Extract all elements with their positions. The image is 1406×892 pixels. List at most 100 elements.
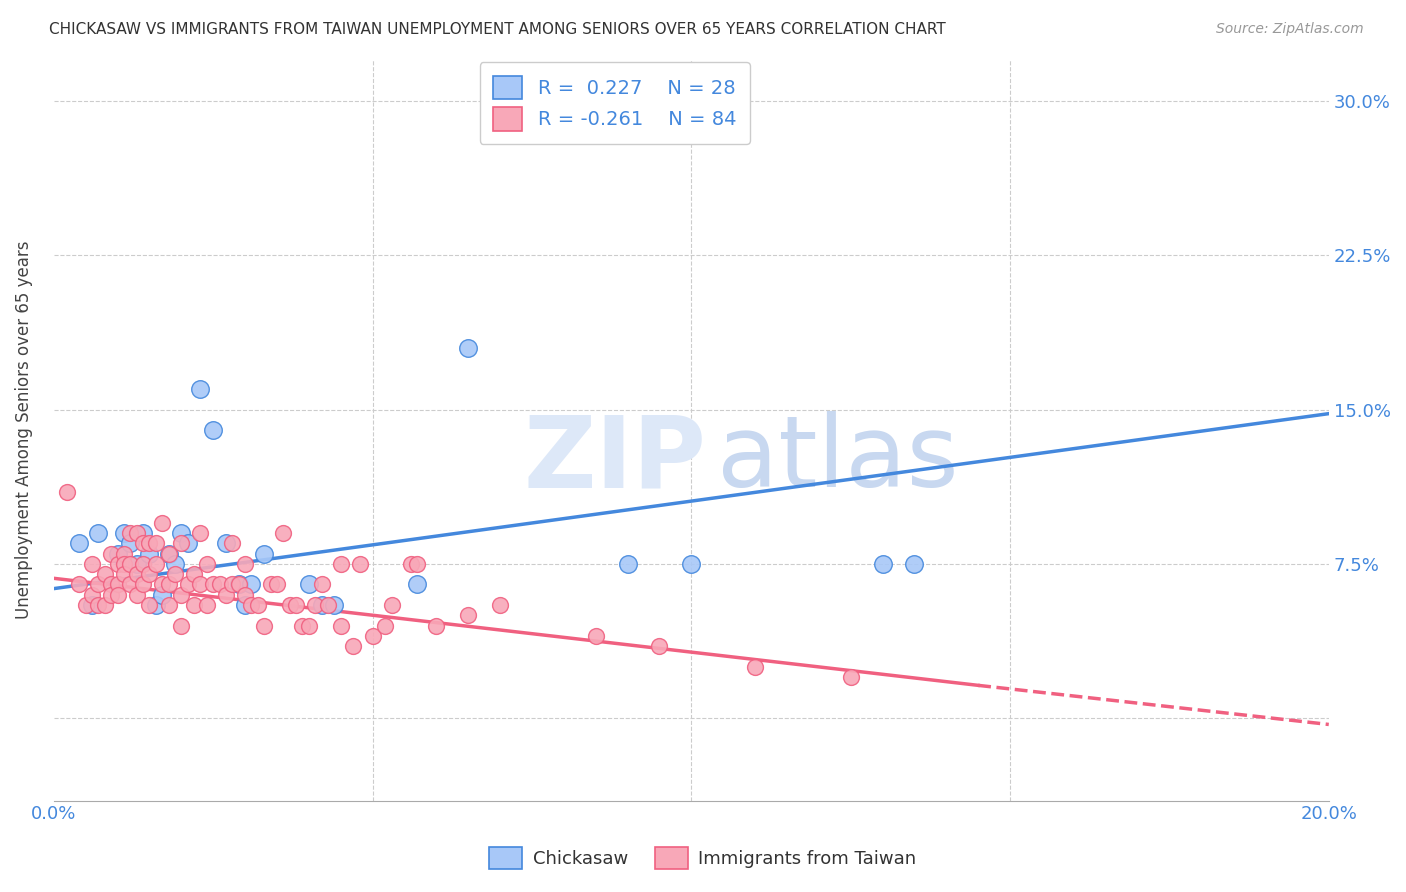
Point [361, 629, 384, 643]
Point [648, 639, 671, 653]
Point [221, 577, 243, 591]
Y-axis label: Unemployment Among Seniors over 65 years: Unemployment Among Seniors over 65 years [15, 241, 32, 619]
Point [489, 598, 512, 612]
Point [177, 536, 200, 550]
Point [145, 557, 167, 571]
Point [120, 536, 142, 550]
Point [585, 629, 607, 643]
Point [233, 598, 256, 612]
Point [170, 588, 193, 602]
Point [125, 526, 148, 541]
Point [100, 588, 122, 602]
Point [138, 547, 160, 561]
Point [87, 598, 110, 612]
Point [132, 577, 155, 591]
Point [138, 536, 160, 550]
Point [195, 557, 218, 571]
Text: ZIP: ZIP [523, 411, 706, 508]
Point [872, 557, 894, 571]
Point [107, 588, 129, 602]
Point [157, 577, 180, 591]
Point [138, 567, 160, 582]
Point [170, 526, 193, 541]
Point [80, 588, 103, 602]
Point [298, 577, 321, 591]
Point [195, 598, 218, 612]
Point [190, 577, 212, 591]
Point [67, 536, 90, 550]
Point [240, 577, 263, 591]
Point [170, 536, 193, 550]
Point [406, 557, 429, 571]
Point [399, 557, 422, 571]
Point [183, 598, 205, 612]
Point [291, 618, 314, 632]
Point [112, 567, 135, 582]
Point [94, 598, 117, 612]
Point [457, 341, 479, 355]
Point [616, 557, 638, 571]
Point [120, 577, 142, 591]
Point [163, 567, 186, 582]
Point [253, 547, 276, 561]
Point [259, 577, 281, 591]
Point [374, 618, 396, 632]
Point [349, 557, 371, 571]
Point [208, 577, 231, 591]
Point [112, 557, 135, 571]
Point [80, 598, 103, 612]
Point [112, 547, 135, 561]
Point [215, 588, 238, 602]
Point [107, 557, 129, 571]
Point [94, 567, 117, 582]
Point [744, 660, 766, 674]
Point [228, 577, 250, 591]
Point [132, 526, 155, 541]
Point [202, 577, 225, 591]
Point [323, 598, 346, 612]
Point [87, 577, 110, 591]
Text: Source: ZipAtlas.com: Source: ZipAtlas.com [1216, 22, 1364, 37]
Point [839, 670, 862, 684]
Point [681, 557, 703, 571]
Point [329, 618, 352, 632]
Point [273, 526, 295, 541]
Point [100, 547, 122, 561]
Point [298, 618, 321, 632]
Point [150, 577, 173, 591]
Point [316, 598, 339, 612]
Point [138, 598, 160, 612]
Point [55, 484, 77, 499]
Point [233, 557, 256, 571]
Point [903, 557, 925, 571]
Point [285, 598, 308, 612]
Point [107, 577, 129, 591]
Text: CHICKASAW VS IMMIGRANTS FROM TAIWAN UNEMPLOYMENT AMONG SENIORS OVER 65 YEARS COR: CHICKASAW VS IMMIGRANTS FROM TAIWAN UNEM… [49, 22, 946, 37]
Legend: Chickasaw, Immigrants from Taiwan: Chickasaw, Immigrants from Taiwan [482, 839, 924, 876]
Point [157, 547, 180, 561]
Point [266, 577, 288, 591]
Point [125, 557, 148, 571]
Point [112, 526, 135, 541]
Point [120, 557, 142, 571]
Point [304, 598, 326, 612]
Point [190, 526, 212, 541]
Point [177, 577, 200, 591]
Point [120, 526, 142, 541]
Point [311, 577, 333, 591]
Point [150, 588, 173, 602]
Point [381, 598, 404, 612]
Point [75, 598, 97, 612]
Point [80, 557, 103, 571]
Point [157, 598, 180, 612]
Point [125, 588, 148, 602]
Point [183, 567, 205, 582]
Point [145, 598, 167, 612]
Point [150, 516, 173, 530]
Point [508, 114, 530, 128]
Point [145, 536, 167, 550]
Point [457, 608, 479, 623]
Legend: R =  0.227    N = 28, R = -0.261    N = 84: R = 0.227 N = 28, R = -0.261 N = 84 [479, 62, 749, 145]
Point [132, 557, 155, 571]
Point [246, 598, 269, 612]
